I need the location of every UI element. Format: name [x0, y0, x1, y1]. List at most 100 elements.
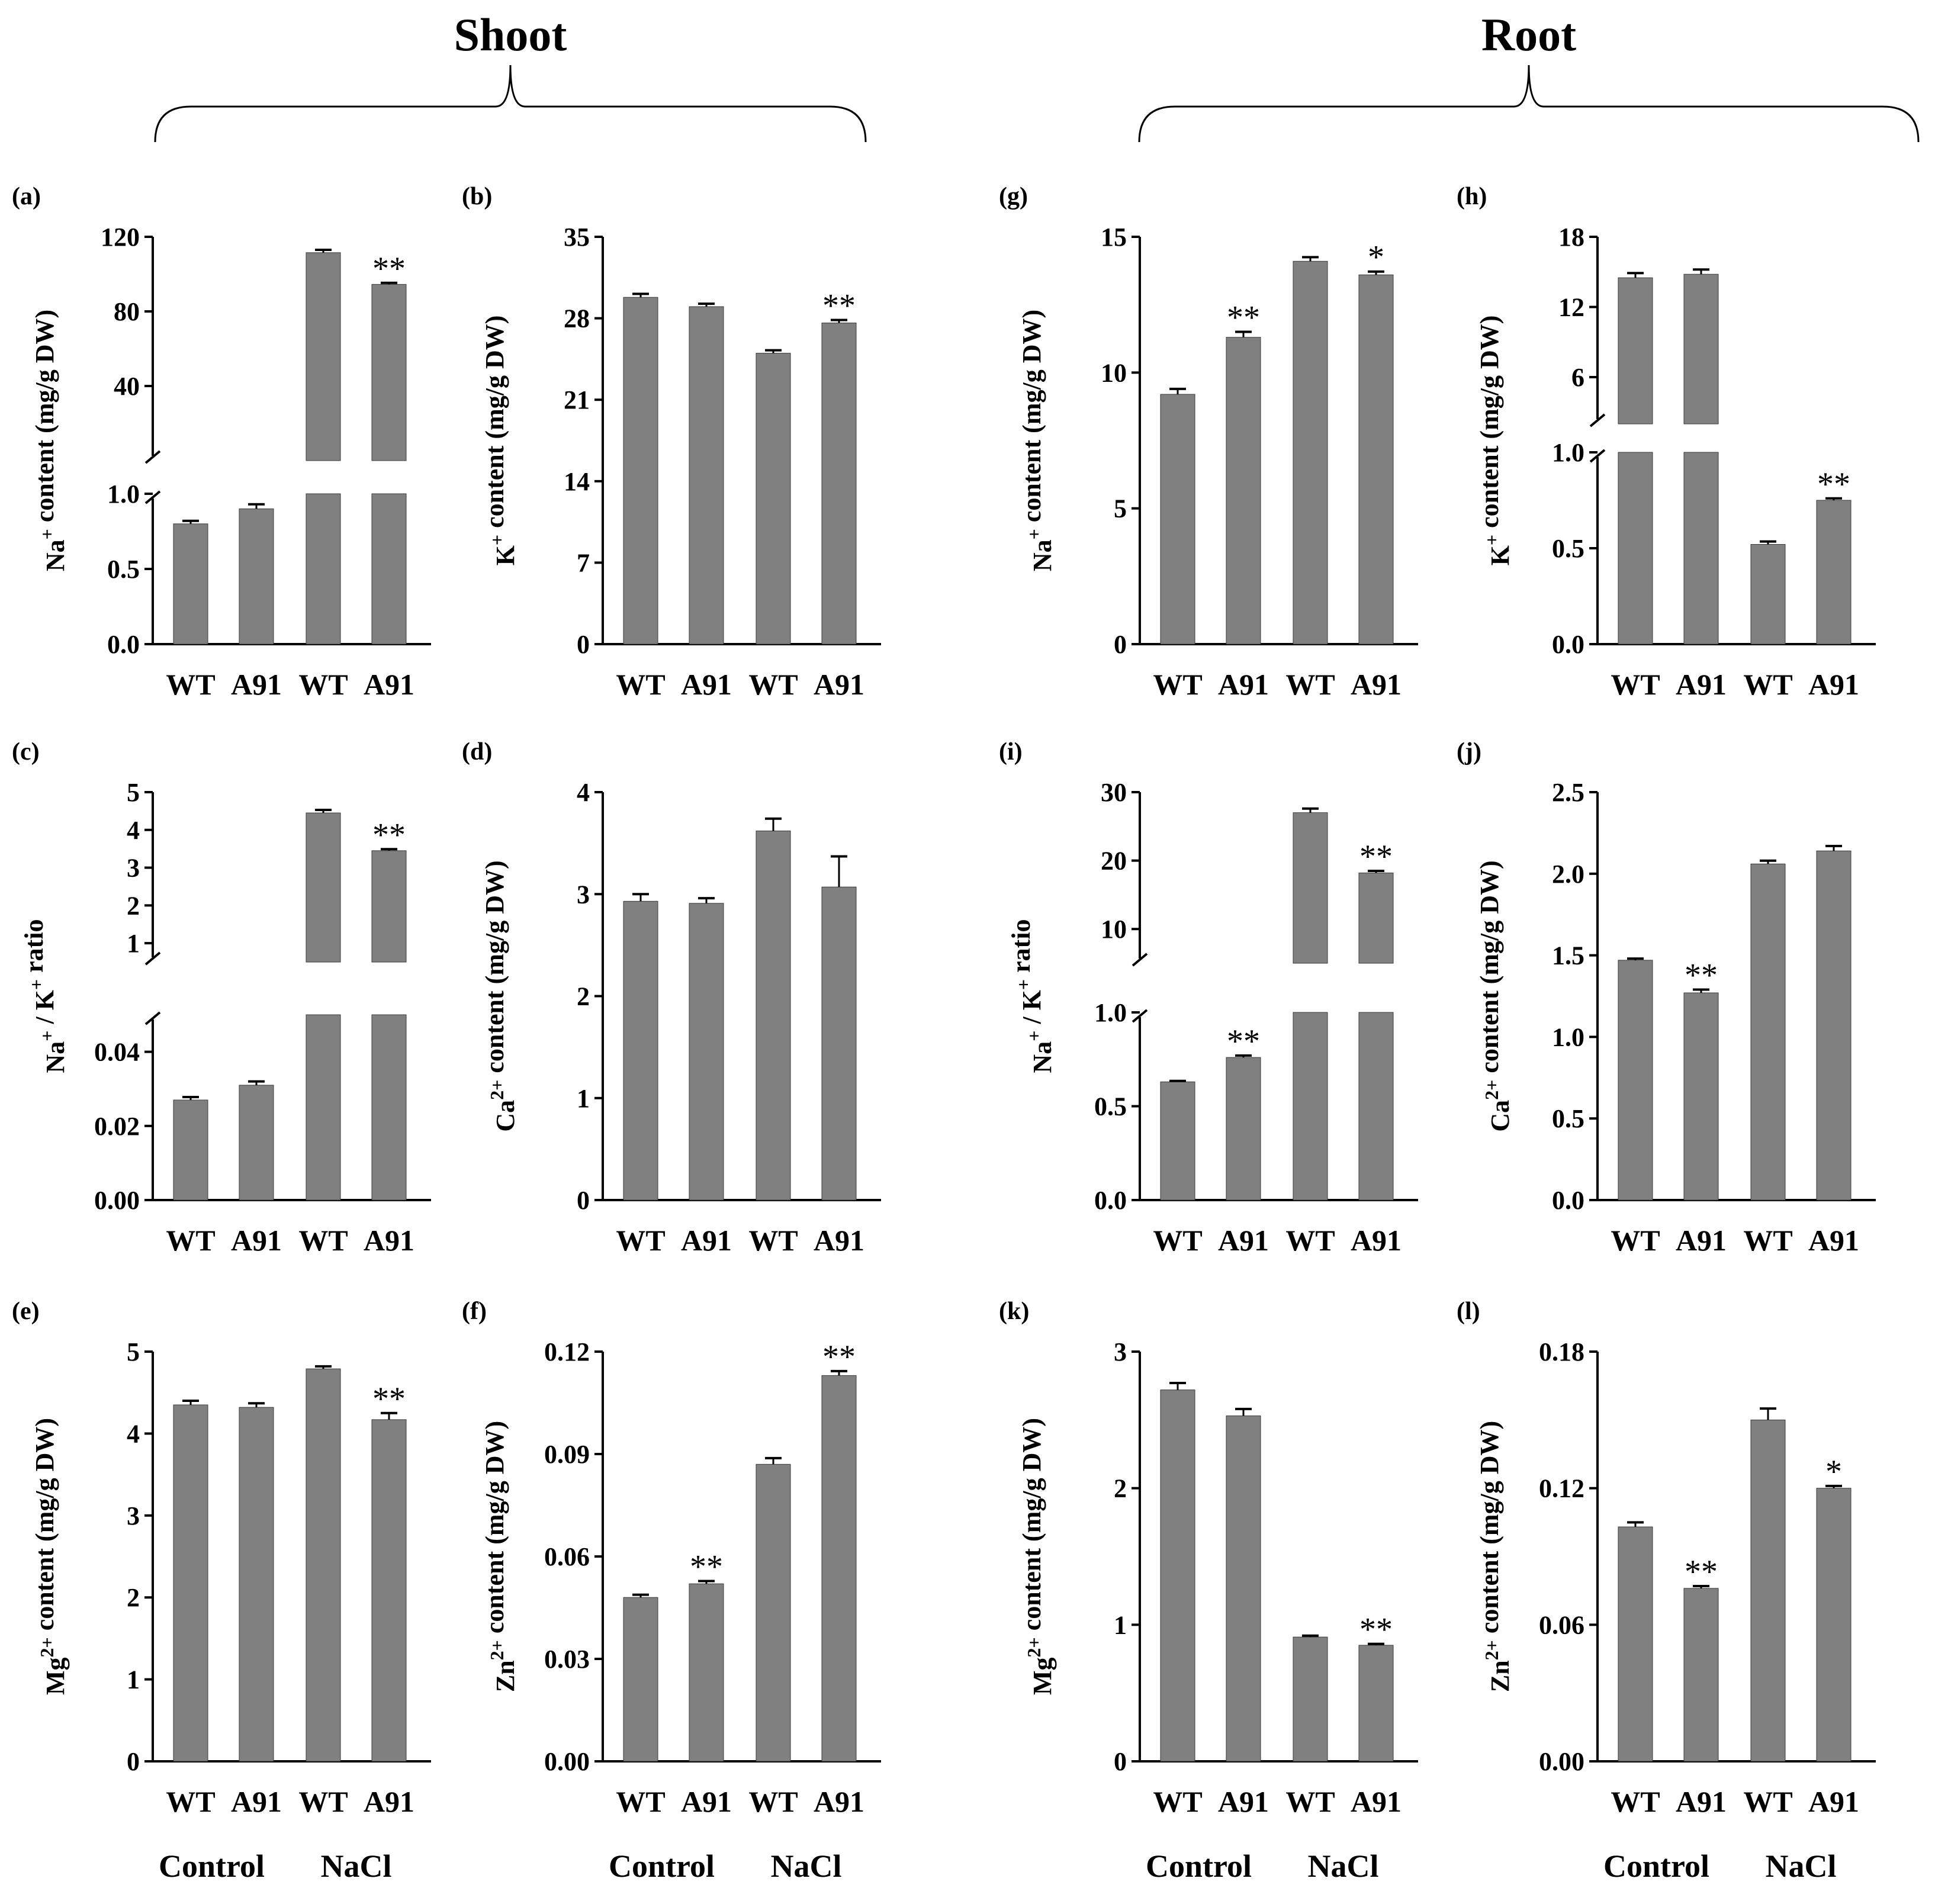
x-tick-label: WT: [616, 668, 665, 701]
x-tick-label: A91: [1351, 1785, 1402, 1818]
x-tick-label: A91: [1676, 1785, 1727, 1818]
bar-i-2-upper: [1293, 812, 1328, 964]
panel-b: (b) 0 7 14 21 28 35 K+ content (mg/g DW) WT A91 WT…: [462, 183, 881, 701]
section-title-0: Shoot: [454, 9, 567, 60]
y-tick-label: 0.00: [1539, 1747, 1584, 1776]
x-tick-label: WT: [166, 1224, 215, 1257]
panel-f: (f) 0.00 0.03 0.06 0.09 0.12 Zn2+ content (mg/…: [462, 1298, 881, 1884]
panel-label-i: (i): [999, 738, 1023, 766]
y-tick-label: 0.5: [1094, 1092, 1127, 1121]
bar-i-3-lower: [1358, 1012, 1394, 1201]
axis-break-mark: [1589, 449, 1606, 463]
panel-i: (i) 0.0 0.5 1.0 10 20 30 Na+ / K+ ratio WT ** A91 W…: [999, 738, 1418, 1257]
group-label-nacl: NaCl: [1766, 1848, 1837, 1884]
bar-h-0-upper: [1618, 277, 1653, 424]
y-tick-label: 4: [127, 1419, 140, 1448]
x-tick-label: A91: [1351, 668, 1402, 701]
x-tick-label: WT: [298, 1224, 348, 1257]
group-label-nacl: NaCl: [771, 1848, 842, 1884]
bar-k-2: [1293, 1636, 1328, 1762]
group-label-control: Control: [1146, 1848, 1252, 1884]
panel-j: (j) 0.0 0.5 1.0 1.5 2.0 2.5 Ca2+ content (mg/g …: [1457, 738, 1876, 1257]
panel-e: (e) 0 1 2 3 4 5 Mg2+ content (mg/g DW) WT A91 WT **…: [12, 1298, 431, 1884]
y-tick-label: 1: [577, 1084, 590, 1113]
y-tick-label: 0.12: [544, 1337, 590, 1366]
bar-e-3: [371, 1419, 407, 1762]
bar-h-3: [1816, 500, 1852, 645]
y-axis-title: K+ content (mg/g DW): [1475, 316, 1515, 566]
bar-a-3-lower: [371, 493, 407, 645]
y-tick-label: 0.0: [107, 630, 140, 659]
x-tick-label: WT: [1611, 668, 1660, 701]
y-tick-label: 0.04: [94, 1038, 140, 1067]
x-tick-label: A91: [681, 668, 732, 701]
y-tick-label: 1: [1114, 1610, 1127, 1639]
y-tick-label: 2: [577, 982, 590, 1011]
bar-j-0: [1618, 960, 1653, 1201]
group-label-nacl: NaCl: [321, 1848, 392, 1884]
significance-label: **: [1685, 1554, 1718, 1590]
bar-l-2: [1750, 1419, 1786, 1762]
y-tick-label: 1: [127, 929, 140, 958]
y-tick-label: 18: [1558, 223, 1584, 252]
y-axis-title: Ca2+ content (mg/g DW): [1475, 860, 1515, 1131]
axis-break-mark: [144, 1011, 161, 1025]
panel-label-e: (e): [12, 1298, 40, 1325]
bar-f-1: [689, 1583, 724, 1762]
y-tick-label: 3: [127, 854, 140, 883]
significance-label: **: [822, 1339, 856, 1375]
panel-label-a: (a): [12, 183, 41, 210]
y-tick-label: 5: [127, 778, 140, 807]
panel-label-k: (k): [999, 1298, 1029, 1325]
panel-g: (g) 0 5 10 15 Na+ content (mg/g DW) WT ** A91 WT *…: [999, 183, 1418, 701]
significance-label: **: [1227, 1023, 1260, 1060]
bar-c-0: [173, 1099, 208, 1201]
bar-a-3-upper: [371, 284, 407, 461]
x-tick-label: WT: [166, 1785, 215, 1818]
bar-h-1-upper: [1683, 274, 1719, 424]
y-tick-label: 1.0: [1552, 1022, 1584, 1051]
y-tick-label: 0.5: [1552, 1104, 1584, 1133]
significance-label: **: [372, 816, 406, 853]
y-axis-title: Na+ / K+ ratio: [20, 919, 70, 1073]
bar-k-0: [1160, 1390, 1195, 1762]
section-title-1: Root: [1481, 9, 1576, 60]
x-tick-label: WT: [748, 1785, 798, 1818]
panel-label-l: (l): [1457, 1298, 1480, 1325]
bar-g-0: [1160, 394, 1195, 645]
y-tick-label: 1.0: [107, 480, 140, 509]
bar-d-1: [689, 903, 724, 1201]
bar-d-0: [623, 900, 658, 1201]
bar-g-1: [1226, 337, 1261, 645]
bar-g-3: [1358, 274, 1394, 645]
y-axis-title: Ca2+ content (mg/g DW): [480, 860, 520, 1131]
y-tick-label: 0: [1114, 630, 1127, 659]
panel-label-b: (b): [462, 183, 492, 210]
y-tick-label: 28: [564, 304, 590, 333]
section-brace-0: [154, 65, 867, 143]
x-tick-label: WT: [1611, 1224, 1660, 1257]
x-tick-label: A91: [231, 668, 282, 701]
y-tick-label: 3: [1114, 1337, 1127, 1366]
x-tick-label: WT: [298, 668, 348, 701]
x-tick-label: A91: [814, 1785, 864, 1818]
y-axis-title: Na+ content (mg/g DW): [1017, 310, 1057, 571]
bar-b-0: [623, 297, 658, 645]
bar-a-2-upper: [306, 252, 341, 461]
axis-break-mark: [1132, 953, 1148, 967]
group-label-nacl: NaCl: [1308, 1848, 1379, 1884]
x-tick-label: WT: [748, 1224, 798, 1257]
y-tick-label: 3: [577, 880, 590, 909]
panel-c: (c) 0.00 0.02 0.04 1 2 3 4 5 Na+ / K+ ratio WT A91 W…: [12, 738, 431, 1257]
y-tick-label: 15: [1101, 223, 1127, 252]
x-tick-label: WT: [166, 668, 215, 701]
bar-b-1: [689, 306, 724, 645]
x-tick-label: WT: [1153, 1224, 1202, 1257]
y-tick-label: 0: [577, 630, 590, 659]
y-tick-label: 0.5: [1552, 534, 1584, 563]
y-tick-label: 10: [1101, 915, 1127, 944]
bar-c-2-lower: [306, 1014, 341, 1201]
y-axis-title: K+ content (mg/g DW): [480, 316, 520, 566]
y-tick-label: 5: [1114, 494, 1127, 523]
